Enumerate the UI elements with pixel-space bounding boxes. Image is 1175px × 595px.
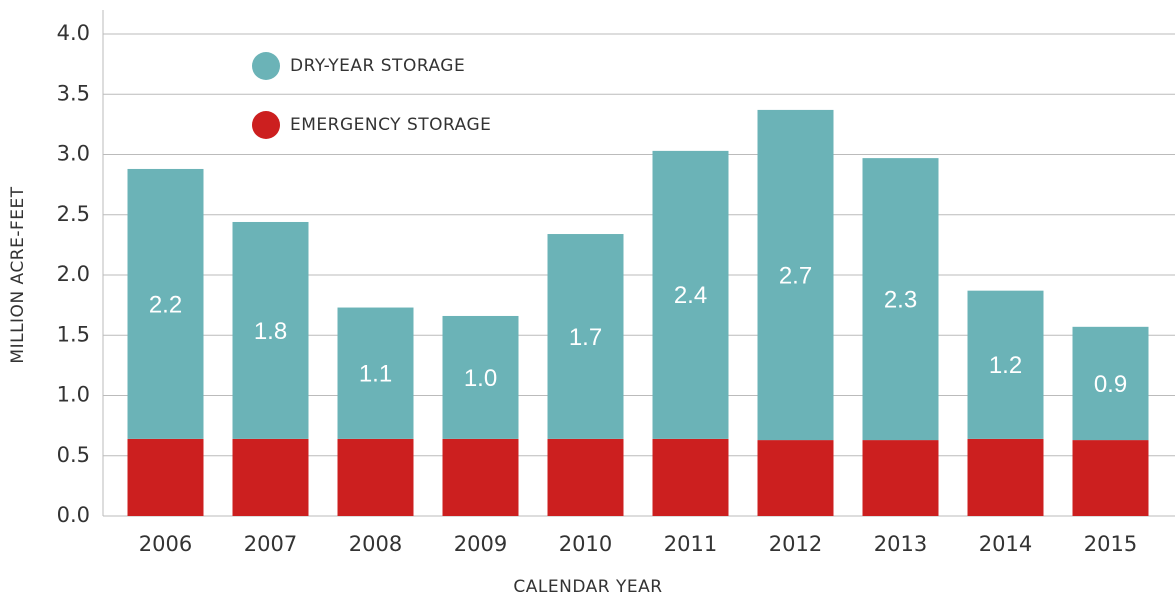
- x-tick-label: 2009: [454, 532, 507, 556]
- bar-segment: [652, 438, 729, 516]
- y-tick-label: 2.0: [57, 262, 90, 286]
- y-tick-label: 4.0: [57, 21, 90, 45]
- y-axis-label: MILLION ACRE-FEET: [8, 186, 28, 363]
- data-label: 1.7: [569, 324, 602, 351]
- bar-segment: [232, 438, 309, 516]
- bar-segment: [442, 315, 519, 439]
- bar-segment: [862, 440, 939, 516]
- x-axis-label: CALENDAR YEAR: [513, 577, 662, 595]
- data-label: 2.3: [884, 286, 917, 313]
- bar-segment: [967, 438, 1044, 516]
- x-tick-label: 2006: [139, 532, 192, 556]
- x-tick-label: 2015: [1084, 532, 1137, 556]
- data-label: 0.9: [1094, 371, 1127, 398]
- bar-segment: [652, 150, 729, 439]
- bar-segment: [547, 438, 624, 516]
- data-label: 1.1: [359, 361, 392, 388]
- y-tick-label: 2.5: [57, 202, 90, 226]
- bar-segment: [547, 234, 624, 439]
- data-label: 2.2: [149, 291, 182, 318]
- data-label: 2.4: [674, 282, 707, 309]
- bar-segment: [127, 168, 204, 439]
- x-tick-label: 2007: [244, 532, 297, 556]
- x-tick-label: 2010: [559, 532, 612, 556]
- bar-segment: [337, 307, 414, 439]
- data-label: 1.2: [989, 352, 1022, 379]
- y-tick-label: 3.5: [57, 81, 90, 105]
- bar-segment: [337, 438, 414, 516]
- y-tick-label: 0.0: [57, 503, 90, 527]
- x-tick-label: 2013: [874, 532, 927, 556]
- bar-segment: [757, 440, 834, 516]
- bar-segment: [967, 290, 1044, 439]
- legend-swatch: [252, 111, 280, 139]
- data-label: 1.0: [464, 365, 497, 392]
- legend-label: EMERGENCY STORAGE: [290, 115, 491, 135]
- x-tick-label: 2012: [769, 532, 822, 556]
- bar-segment: [127, 438, 204, 516]
- bar-segment: [1072, 326, 1149, 441]
- y-tick-label: 0.5: [57, 443, 90, 467]
- y-tick-label: 3.0: [57, 142, 90, 166]
- bar-segment: [757, 109, 834, 441]
- bar-segment: [862, 158, 939, 441]
- x-tick-label: 2008: [349, 532, 402, 556]
- legend-swatch: [252, 52, 280, 80]
- y-tick-label: 1.0: [57, 383, 90, 407]
- data-label: 1.8: [254, 318, 287, 345]
- x-tick-label: 2014: [979, 532, 1032, 556]
- data-label: 2.7: [779, 262, 812, 289]
- bar-segment: [1072, 440, 1149, 516]
- bar-segment: [232, 221, 309, 439]
- x-tick-label: 2011: [664, 532, 717, 556]
- y-tick-label: 1.5: [57, 322, 90, 346]
- bar-segment: [442, 438, 519, 516]
- legend-label: DRY-YEAR STORAGE: [290, 56, 465, 76]
